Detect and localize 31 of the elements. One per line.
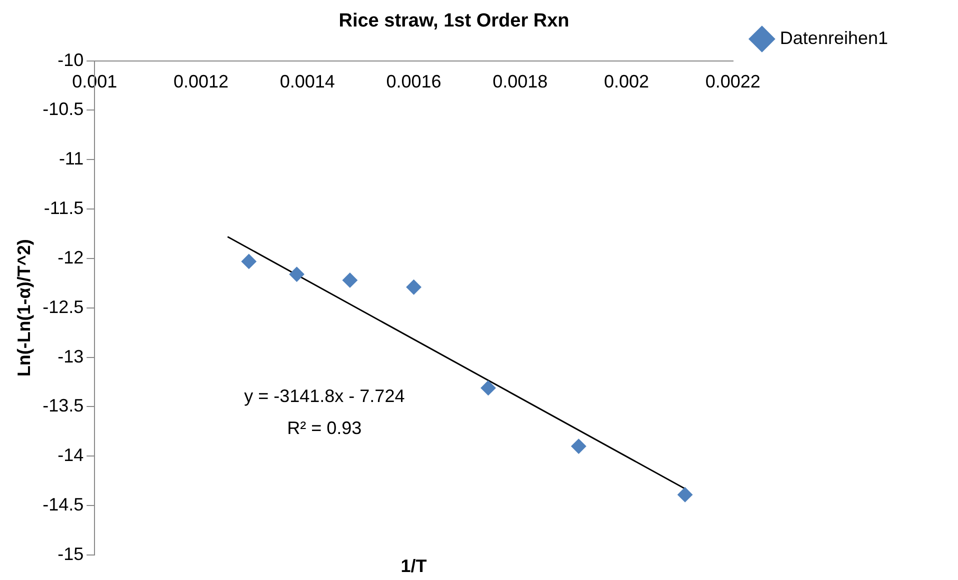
y-tick-label: -13	[58, 346, 84, 366]
x-tick-label: 0.0014	[280, 72, 335, 92]
y-tick-label: -10	[58, 50, 84, 70]
chart-title: Rice straw, 1st Order Rxn	[338, 10, 570, 32]
y-axis-title: Ln(-Ln(1-α)/T^2)	[14, 239, 34, 377]
legend-label: Datenreihen1	[780, 28, 888, 48]
y-tick-label: -11.5	[44, 198, 84, 218]
point	[678, 487, 693, 502]
y-tick-label: -14	[58, 445, 84, 466]
point	[289, 266, 304, 282]
x-axis-title: 1/T	[400, 556, 427, 576]
y-tick-label: -13.5	[42, 396, 84, 416]
point	[241, 254, 256, 269]
x-tick-label: 0.0022	[705, 72, 760, 92]
y-tick-label: -14.5	[42, 494, 84, 515]
y-tick-label: -15	[58, 544, 84, 564]
y-tick-label: -11	[58, 148, 84, 169]
x-tick-label: 0.001	[72, 72, 118, 92]
annotation: y = -3141.8x - 7.724	[244, 386, 405, 406]
x-tick-label: 0.0016	[386, 72, 442, 92]
y-tick-label: -10.5	[42, 99, 84, 120]
x-tick-label: 0.0018	[492, 72, 548, 92]
point	[342, 272, 358, 288]
x-tick-label: 0.002	[604, 72, 650, 92]
point	[406, 280, 422, 295]
point	[571, 438, 586, 454]
annotation: R² = 0.93	[287, 418, 362, 438]
y-tick-label: -12.5	[42, 296, 84, 317]
point	[480, 380, 496, 396]
y-tick-label: -12	[58, 247, 84, 268]
x-tick-label: 0.0012	[173, 72, 229, 92]
